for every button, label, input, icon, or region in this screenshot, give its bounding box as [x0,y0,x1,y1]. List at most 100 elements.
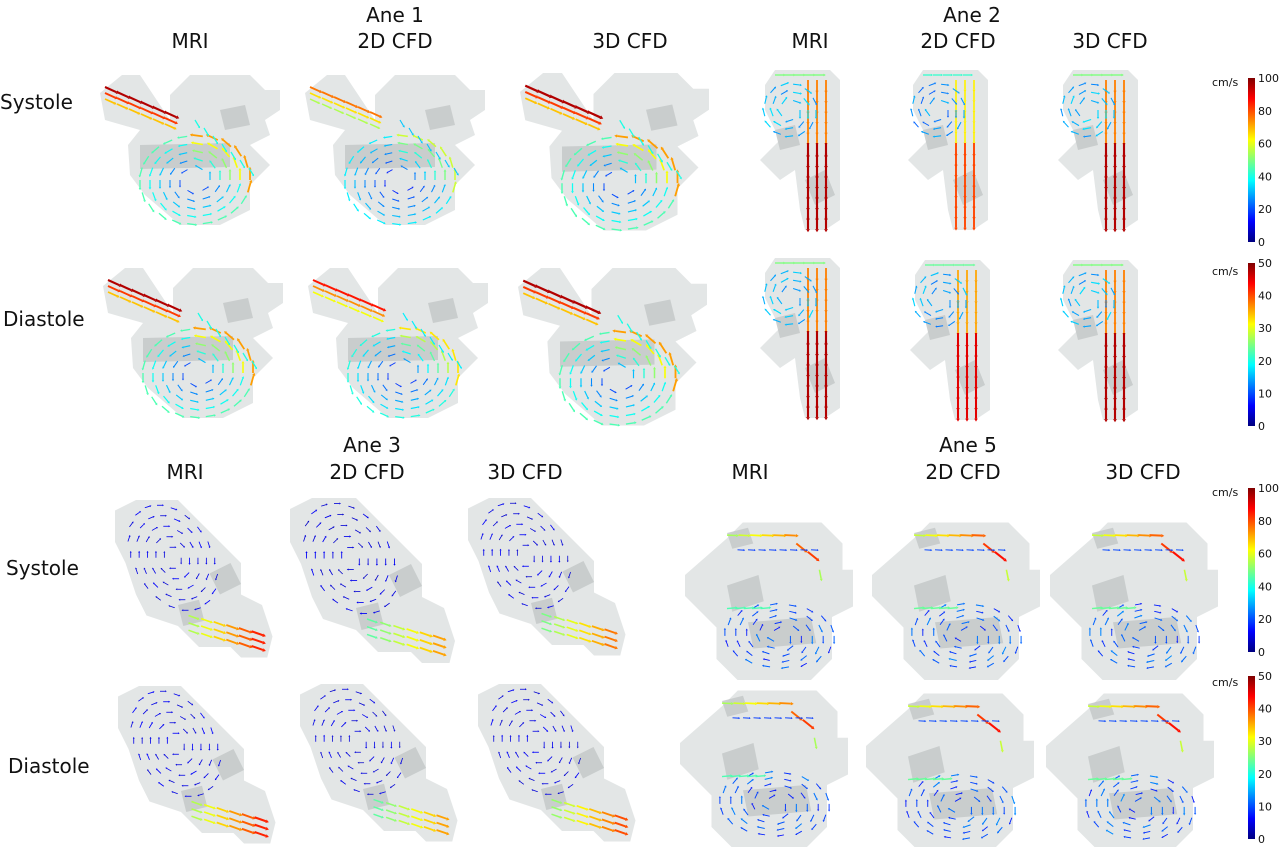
velocity-arrow [526,516,532,520]
velocity-arrow [376,525,380,531]
velocity-arrow-head [174,121,178,125]
velocity-arrow [411,320,417,328]
velocity-arrow [417,135,422,143]
velocity-arrow-head [803,796,806,799]
velocity-arrow-head [832,642,836,645]
velocity-arrow [241,827,254,834]
velocity-arrow-head [162,142,166,145]
velocity-arrow-head [645,334,649,338]
velocity-arrow-head [746,650,749,653]
velocity-arrow [1138,626,1145,631]
velocity-arrow [560,301,573,309]
velocity-arrow [233,400,241,407]
velocity-arrow-head [165,690,167,693]
velocity-arrow-head [398,326,402,330]
velocity-arrow [548,605,554,608]
velocity-arrow [330,585,336,590]
velocity-arrow-head [319,522,322,525]
velocity-arrow-head [414,213,417,216]
velocity-arrow-head [1109,811,1112,814]
velocity-arrow-head [369,314,372,318]
velocity-arrow [174,191,179,198]
velocity-arrow [395,391,402,395]
velocity-arrow [213,620,224,627]
velocity-arrow-head [505,580,508,583]
velocity-arrow [220,409,229,414]
velocity-arrow [524,84,538,93]
velocity-arrow-head [1121,604,1125,607]
velocity-arrow [507,752,510,758]
velocity-arrow-head [997,719,1000,723]
velocity-arrow-head [1128,816,1131,819]
velocity-arrow-head [751,772,754,775]
velocity-arrow [581,402,588,410]
velocity-arrow [202,213,211,217]
velocity-arrow [1112,782,1119,788]
velocity-arrow [657,355,663,366]
velocity-arrow-head [550,770,553,773]
velocity-arrow-head [800,641,803,644]
velocity-arrow-head [1176,822,1179,825]
velocity-arrow [570,207,577,216]
velocity-arrow [560,710,564,716]
velocity-arrow [378,360,384,367]
velocity-arrow-head [1106,127,1109,130]
velocity-arrow-head [561,543,564,546]
velocity-arrow-head [216,749,219,751]
velocity-arrow-head [368,729,371,732]
velocity-arrow [752,619,757,626]
velocity-arrow [802,646,807,653]
velocity-arrow-head [213,414,216,417]
velocity-arrow-head [224,331,228,335]
velocity-arrow [601,825,613,832]
velocity-arrow-head [210,221,213,224]
velocity-arrow-head [956,418,960,422]
velocity-arrow-head [1005,790,1008,793]
velocity-arrow-head [252,831,256,835]
velocity-arrow-head [155,526,158,529]
velocity-arrow-head [949,664,952,667]
velocity-arrow-head [1097,705,1101,709]
velocity-arrow-head [305,551,308,553]
velocity-arrow-head [1158,800,1161,803]
velocity-arrow-head [174,546,177,549]
velocity-arrow-head [943,634,946,637]
velocity-arrow-head [766,645,769,648]
velocity-arrow [914,822,920,828]
velocity-arrow [604,366,611,371]
velocity-arrow-head [982,548,985,552]
velocity-arrow-head [212,353,215,356]
velocity-arrow [357,192,361,199]
velocity-arrow [375,574,379,580]
velocity-arrow [159,167,165,175]
velocity-arrow [553,615,564,621]
vessel-overlap [345,143,435,169]
velocity-arrow [219,390,226,396]
velocity-arrow-head [968,654,972,657]
velocity-arrow [393,624,404,630]
velocity-arrow-head [927,821,930,824]
velocity-arrow [398,805,408,810]
velocity-arrow [304,521,309,527]
velocity-arrow [778,827,785,831]
velocity-arrow [211,336,221,343]
velocity-arrow-head [146,392,149,396]
velocity-arrow [194,119,200,127]
velocity-arrow [148,203,154,211]
velocity-arrow [366,618,376,623]
velocity-arrow-head [514,502,517,505]
velocity-arrow-head [565,164,568,168]
velocity-arrow-head [1110,650,1113,653]
velocity-arrow-head [660,146,664,150]
velocity-arrow-head [774,283,777,286]
velocity-arrow-head [572,804,576,808]
velocity-arrow-head [947,101,950,104]
velocity-arrow-head [175,588,178,591]
velocity-arrow [354,789,360,793]
velocity-arrow [922,607,932,610]
velocity-arrow [360,299,373,306]
velocity-arrow-head [134,707,137,710]
velocity-arrow [349,155,355,163]
velocity-arrow-head [431,399,434,402]
velocity-arrow-head [178,213,181,216]
